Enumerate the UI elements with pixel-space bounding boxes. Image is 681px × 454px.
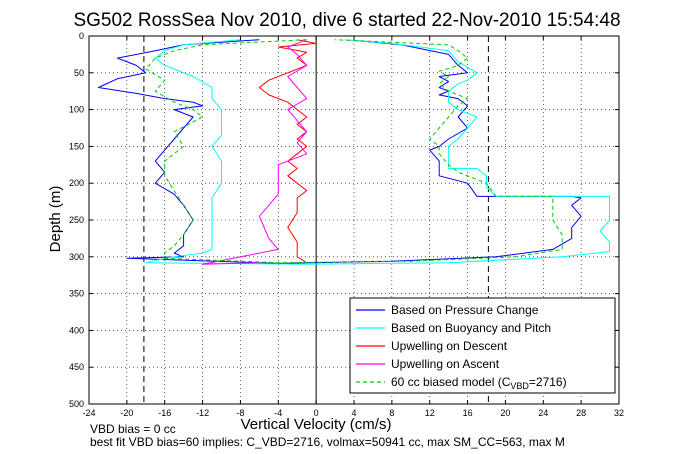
reference-lines: [143, 36, 489, 404]
y-tick-label: 300: [69, 252, 84, 262]
legend-label-pressure: Based on Pressure Change: [391, 303, 539, 317]
x-tick-label: 28: [576, 408, 586, 418]
x-tick-label: 4: [351, 408, 356, 418]
series-line-4: [145, 39, 563, 264]
legend-label-model-sub: VBD: [510, 381, 529, 391]
legend-label-model: 60 cc biased model (CVBD=2716): [391, 375, 567, 391]
y-tick-label: 250: [69, 215, 84, 225]
x-axis-label: Vertical Velocity (cm/s): [241, 416, 392, 433]
x-tick-label: 20: [500, 408, 510, 418]
x-tick-label: -4: [274, 408, 282, 418]
y-tick-label: 0: [79, 31, 84, 41]
y-tick-label: 150: [69, 141, 84, 151]
y-axis-label: Depth (m): [47, 186, 64, 253]
legend: Based on Pressure Change Based on Buoyan…: [349, 297, 616, 394]
x-tick-label: -16: [158, 408, 171, 418]
series-layer: [98, 39, 610, 265]
x-tick-label: -12: [196, 408, 209, 418]
x-tick-label: 24: [538, 408, 548, 418]
legend-label-model-tail: =2716): [529, 375, 567, 389]
legend-label-ascent: Upwelling on Ascent: [391, 357, 500, 371]
x-tick-label: -24: [82, 408, 95, 418]
legend-label-model-text: 60 cc biased model (C: [391, 375, 511, 389]
series-line-3: [202, 39, 308, 265]
x-tick-label: -8: [236, 408, 244, 418]
y-tick-label: 50: [74, 68, 84, 78]
x-tick-label: 32: [614, 408, 624, 418]
footer-line-1: VBD bias = 0 cc: [90, 422, 176, 436]
series-line-1: [145, 39, 610, 265]
series-line-0: [98, 39, 582, 264]
y-tick-label: 200: [69, 178, 84, 188]
y-tick-label: 100: [69, 105, 84, 115]
y-tick-label: 400: [69, 325, 84, 335]
x-tick-label: 8: [389, 408, 394, 418]
x-tick-label: -20: [120, 408, 133, 418]
axis-ticks: -24 -20 -16 -12 -8 -4 0 4 8 12 16 20 24 28 32 0 50 100 150…: [69, 31, 624, 418]
legend-box: [349, 297, 616, 394]
x-tick-label: 16: [463, 408, 473, 418]
footer-line-2: best fit VBD bias=60 implies: C_VBD=2716…: [90, 435, 565, 449]
legend-label-buoyancy: Based on Buoyancy and Pitch: [391, 321, 551, 335]
y-tick-label: 350: [69, 289, 84, 299]
chart-title: SG502 RossSea Nov 2010, dive 6 started 2…: [73, 10, 620, 31]
x-tick-label: 12: [425, 408, 435, 418]
x-tick-label: 0: [314, 408, 319, 418]
y-tick-label: 450: [69, 362, 84, 372]
y-tick-label: 500: [69, 399, 84, 409]
legend-label-descent: Upwelling on Descent: [391, 339, 508, 353]
